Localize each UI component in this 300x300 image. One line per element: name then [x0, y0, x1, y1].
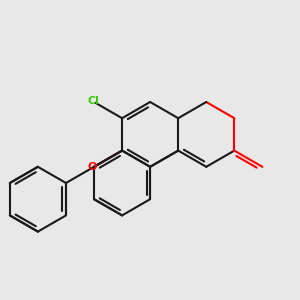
Text: O: O [88, 162, 97, 172]
Text: Cl: Cl [88, 96, 100, 106]
